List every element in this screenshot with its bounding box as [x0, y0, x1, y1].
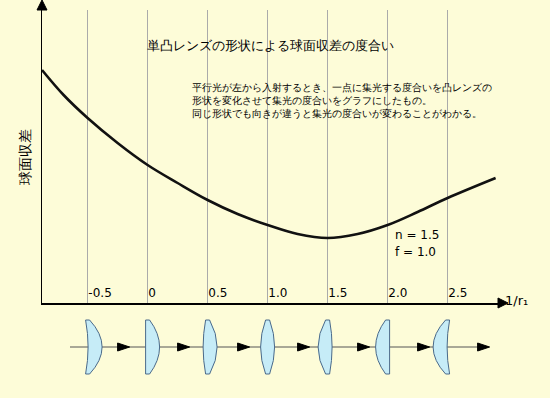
svg-text:0: 0	[148, 286, 156, 300]
svg-text:2.0: 2.0	[388, 286, 407, 300]
svg-text:平行光が左から入射するとき、一点に集光する度合いを凸レンズの: 平行光が左から入射するとき、一点に集光する度合いを凸レンズの形状を変化させて集光…	[192, 82, 492, 119]
svg-text:1.5: 1.5	[328, 286, 347, 300]
svg-text:0.5: 0.5	[208, 286, 227, 300]
svg-text:単凸レンズの形状による球面収差の度合い: 単凸レンズの形状による球面収差の度合い	[147, 38, 394, 53]
svg-text:-0.5: -0.5	[88, 286, 111, 300]
svg-text:f = 1.0: f = 1.0	[395, 245, 436, 259]
svg-text:球面収差: 球面収差	[17, 129, 33, 185]
svg-text:1/r₁: 1/r₁	[505, 293, 528, 308]
svg-text:1.0: 1.0	[268, 286, 287, 300]
svg-text:n = 1.5: n = 1.5	[395, 228, 439, 242]
svg-text:2.5: 2.5	[448, 286, 467, 300]
